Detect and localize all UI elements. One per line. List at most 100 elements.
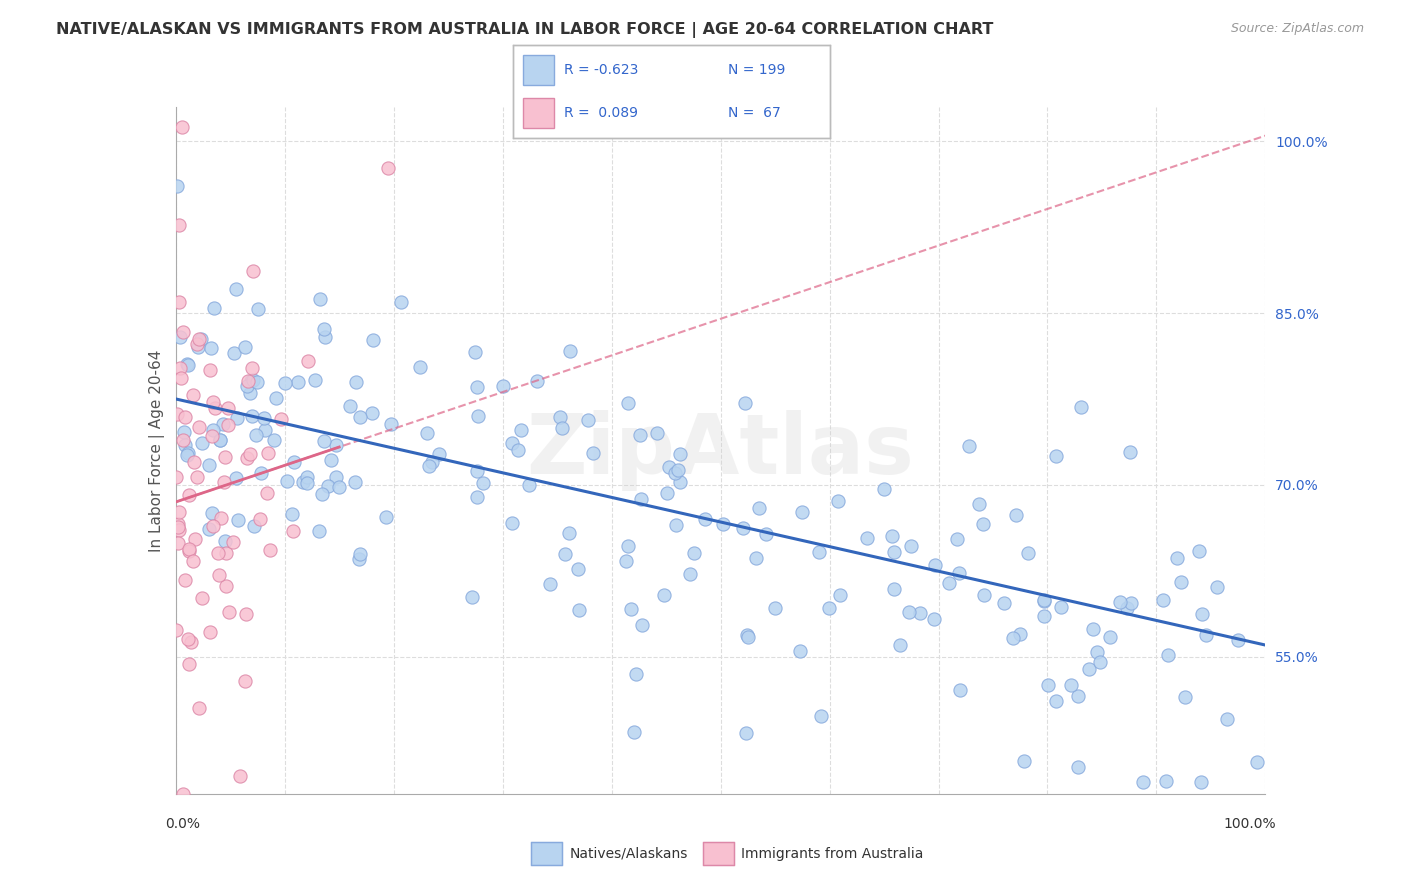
Point (683, 547, 706, 561)
Point (669, 447, 692, 461)
Point (418, 458, 440, 473)
Point (938, 576, 960, 591)
Point (1216, 713, 1239, 727)
Point (242, 518, 264, 533)
Point (169, 329, 191, 343)
Point (233, 340, 256, 354)
Point (420, 455, 443, 469)
Point (308, 524, 330, 538)
Text: R = -0.623: R = -0.623 (564, 63, 638, 77)
Point (218, 605, 240, 619)
Point (501, 435, 523, 450)
Point (257, 446, 280, 460)
Point (808, 544, 831, 558)
Point (1132, 775, 1154, 789)
Text: 0.0%: 0.0% (165, 817, 200, 830)
Point (214, 534, 236, 549)
Point (349, 547, 371, 561)
Point (235, 673, 257, 688)
Point (1050, 600, 1073, 615)
Point (1059, 678, 1081, 692)
Point (1005, 508, 1028, 522)
Point (789, 644, 811, 658)
Point (172, 325, 194, 339)
Point (377, 161, 399, 176)
Point (471, 476, 494, 491)
Point (270, 412, 292, 426)
Point (967, 497, 990, 511)
Point (166, 179, 188, 194)
Point (190, 591, 212, 605)
Point (201, 429, 224, 443)
Point (276, 474, 298, 488)
Point (249, 512, 271, 526)
Point (165, 470, 187, 484)
Point (240, 361, 263, 376)
Point (1017, 545, 1039, 559)
Point (856, 531, 879, 545)
Point (167, 520, 190, 534)
Point (755, 527, 778, 541)
Point (908, 606, 931, 620)
Point (558, 525, 581, 540)
Point (325, 470, 347, 484)
Point (176, 357, 198, 371)
Point (374, 510, 396, 524)
Point (630, 427, 652, 442)
Point (973, 588, 995, 602)
Point (328, 479, 350, 493)
Point (645, 425, 668, 440)
Point (576, 412, 599, 426)
Point (1157, 648, 1180, 662)
Point (202, 424, 225, 438)
Text: Source: ZipAtlas.com: Source: ZipAtlas.com (1230, 22, 1364, 36)
Point (1045, 450, 1067, 464)
Point (186, 470, 208, 484)
Point (166, 407, 188, 421)
Point (200, 342, 222, 356)
Point (242, 373, 264, 387)
Point (344, 376, 367, 390)
Point (201, 519, 224, 533)
Point (792, 505, 814, 519)
Point (167, 218, 190, 232)
Point (517, 478, 540, 492)
Point (204, 301, 226, 315)
Point (526, 374, 548, 388)
Point (281, 507, 304, 521)
Point (314, 330, 336, 344)
Point (222, 535, 245, 549)
Point (735, 628, 758, 642)
Point (465, 379, 488, 393)
Point (349, 410, 371, 425)
Point (658, 459, 681, 474)
Point (734, 726, 756, 740)
Point (748, 500, 770, 515)
Point (1010, 626, 1032, 640)
Point (657, 486, 679, 500)
Point (617, 396, 640, 410)
Point (361, 406, 384, 420)
Point (1152, 593, 1174, 607)
Point (170, 371, 193, 385)
Point (295, 470, 318, 484)
Point (389, 295, 412, 310)
Point (287, 375, 309, 389)
Point (948, 566, 970, 580)
Point (316, 479, 339, 493)
Point (177, 446, 200, 460)
Point (259, 542, 281, 557)
Point (184, 532, 207, 546)
Point (217, 417, 239, 432)
Point (225, 410, 247, 425)
Point (465, 490, 488, 504)
Point (172, 120, 194, 134)
Point (1166, 550, 1188, 565)
Point (550, 409, 572, 424)
Point (1227, 632, 1250, 647)
Point (177, 657, 200, 671)
Point (190, 332, 212, 346)
Point (464, 344, 486, 359)
Point (1002, 631, 1025, 645)
Point (924, 558, 946, 572)
